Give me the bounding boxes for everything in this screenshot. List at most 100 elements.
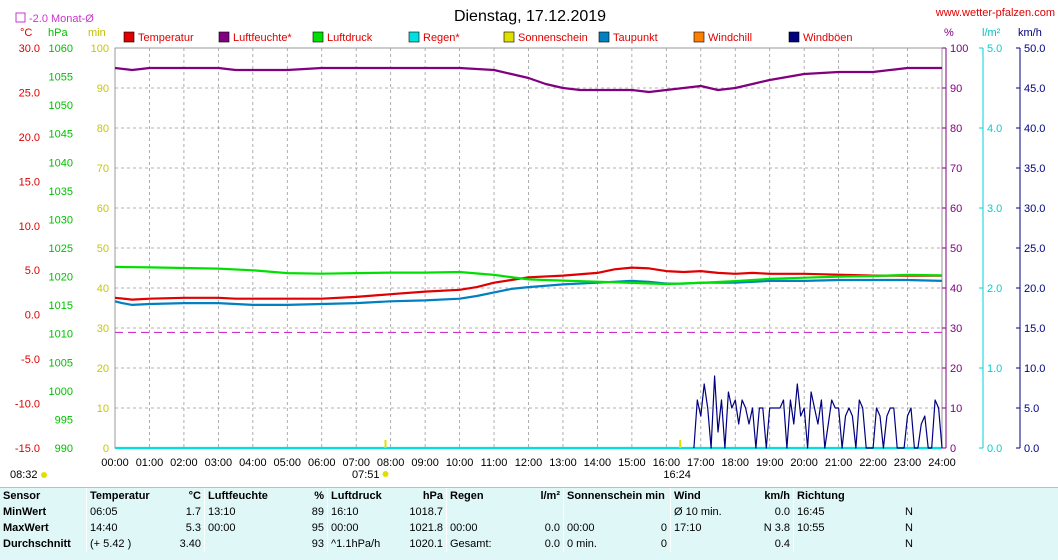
hum-min-time: 13:10	[204, 504, 301, 520]
pressure-tick: 1000	[49, 386, 73, 398]
legend-swatch	[123, 31, 135, 43]
legend-swatch	[312, 31, 324, 43]
wind-tick: 20.0	[1024, 283, 1045, 295]
row-label: MinWert	[3, 506, 47, 518]
stats-table: Sensor Temperatur °C Luftfeuchte % Luftd…	[0, 488, 916, 552]
minutes-tick: 0	[103, 443, 109, 455]
pressure-tick: 1030	[49, 214, 73, 226]
x-tick: 22:00	[859, 457, 887, 469]
wind-unit-header: km/h	[764, 490, 790, 502]
wind-tick: 40.0	[1024, 123, 1045, 135]
dir-min-value: N	[905, 506, 913, 518]
rain-tick: 0.0	[987, 443, 1002, 455]
press-min-time: 16:10	[327, 504, 404, 520]
temp-min-value: 1.7	[185, 506, 201, 518]
wind-tick: 0.0	[1024, 443, 1039, 455]
sun-avg-time: 0 min.	[562, 536, 643, 552]
chart-axes: 30.0 25.0 20.0 15.0 10.0 5.0 0.0 -5.0 -10.0 -15.0…	[15, 43, 1046, 469]
minutes-tick: 10	[97, 403, 109, 415]
x-tick: 03:00	[205, 457, 233, 469]
wind-tick: 5.0	[1024, 403, 1039, 415]
temp-tick: 25.0	[19, 87, 40, 99]
temp-tick: -15.0	[15, 443, 40, 455]
legend-label: Temperatur	[138, 32, 194, 44]
wind-tick: 45.0	[1024, 83, 1045, 95]
minutes-tick: 70	[97, 163, 109, 175]
temp-tick: 10.0	[19, 221, 40, 233]
percent-tick: 80	[950, 123, 962, 135]
temp-min-time: 06:05	[86, 504, 168, 520]
series-temperatur	[114, 266, 942, 301]
legend-swatch	[503, 31, 515, 43]
press-header: Luftdruck	[327, 488, 404, 504]
wind-tick: 50.0	[1024, 43, 1045, 55]
weather-chart: Dienstag, 17.12.2019 www.wetter-pfalzen.…	[10, 7, 1055, 481]
rain-tick: 3.0	[987, 203, 1002, 215]
chart-legend: Temperatur Luftfeuchte* Luftdruck Regen* Son…	[123, 31, 853, 44]
x-tick: 19:00	[756, 457, 784, 469]
press-avg-value: 1020.1	[409, 538, 443, 550]
site-url[interactable]: www.wetter-pfalzen.com	[935, 7, 1055, 19]
percent-unit-label: %	[944, 27, 954, 39]
month-avg-swatch	[15, 12, 26, 23]
chart-series	[114, 66, 943, 450]
dir-header: Richtung	[793, 488, 870, 504]
legend-label: Luftfeuchte*	[233, 32, 292, 44]
x-tick: 15:00	[618, 457, 646, 469]
percent-tick: 0	[950, 443, 956, 455]
minutes-tick: 90	[97, 83, 109, 95]
x-tick: 18:00	[721, 457, 749, 469]
percent-tick: 50	[950, 243, 962, 255]
x-tick: 07:00	[342, 457, 370, 469]
x-tick: 20:00	[790, 457, 818, 469]
sun-avg-value: 0	[660, 538, 667, 550]
wind-tick: 35.0	[1024, 163, 1045, 175]
legend-swatch	[408, 31, 420, 43]
dir-max-value: N	[905, 522, 913, 534]
rain-tick: 5.0	[987, 43, 1002, 55]
sun-markers: 07:51 16:24	[352, 440, 691, 481]
temp-max-time: 14:40	[86, 520, 168, 536]
sunrise-time: 08:32	[10, 469, 38, 481]
stats-row-avg: Durchschnitt (+ 5.42 ) 3.40 93 ^1.1hPa/h…	[0, 536, 916, 552]
legend-label: Luftdruck	[327, 32, 373, 44]
minutes-tick: 80	[97, 123, 109, 135]
legend-label: Regen*	[423, 32, 460, 44]
minutes-tick: 30	[97, 323, 109, 335]
wind-header: Wind	[670, 488, 747, 504]
minutes-tick: 100	[91, 43, 109, 55]
series-windböen	[693, 375, 943, 449]
x-tick: 14:00	[584, 457, 612, 469]
wind-avg-time	[670, 536, 747, 552]
temp-header: Temperatur	[86, 488, 168, 504]
press-unit-header: hPa	[422, 490, 443, 502]
hum-max-time: 00:00	[204, 520, 301, 536]
press-max-value: 1021.8	[409, 522, 443, 534]
press-avg-time: ^1.1hPa/h	[327, 536, 404, 552]
wind-unit-label: km/h	[1018, 27, 1042, 39]
temp-tick: 15.0	[19, 176, 40, 188]
x-tick: 08:00	[377, 457, 405, 469]
row-label: MaxWert	[3, 522, 49, 534]
legend-label: Taupunkt	[613, 32, 658, 44]
hum-min-value: 89	[311, 506, 324, 518]
pressure-tick: 1010	[49, 329, 73, 341]
x-tick: 00:00	[101, 457, 129, 469]
wind-tick: 25.0	[1024, 243, 1045, 255]
minutes-tick: 40	[97, 283, 109, 295]
press-max-time: 00:00	[327, 520, 404, 536]
wind-avg-value: 0.4	[774, 538, 790, 550]
sun-max-value: 0	[660, 522, 667, 534]
sun-header: Sonnenschein min	[563, 488, 671, 504]
temp-avg-time: (+ 5.42 )	[86, 536, 168, 552]
percent-tick: 100	[950, 43, 968, 55]
wind-max-time: 17:10	[670, 520, 747, 536]
percent-tick: 60	[950, 203, 962, 215]
chart-title: Dienstag, 17.12.2019	[454, 8, 606, 25]
percent-tick: 40	[950, 283, 962, 295]
temp-tick: 30.0	[19, 43, 40, 55]
rain-max-time: 00:00	[446, 520, 523, 536]
hum-header: Luftfeuchte	[204, 488, 301, 504]
row-label: Durchschnitt	[3, 538, 71, 550]
dir-spacer	[870, 488, 916, 504]
